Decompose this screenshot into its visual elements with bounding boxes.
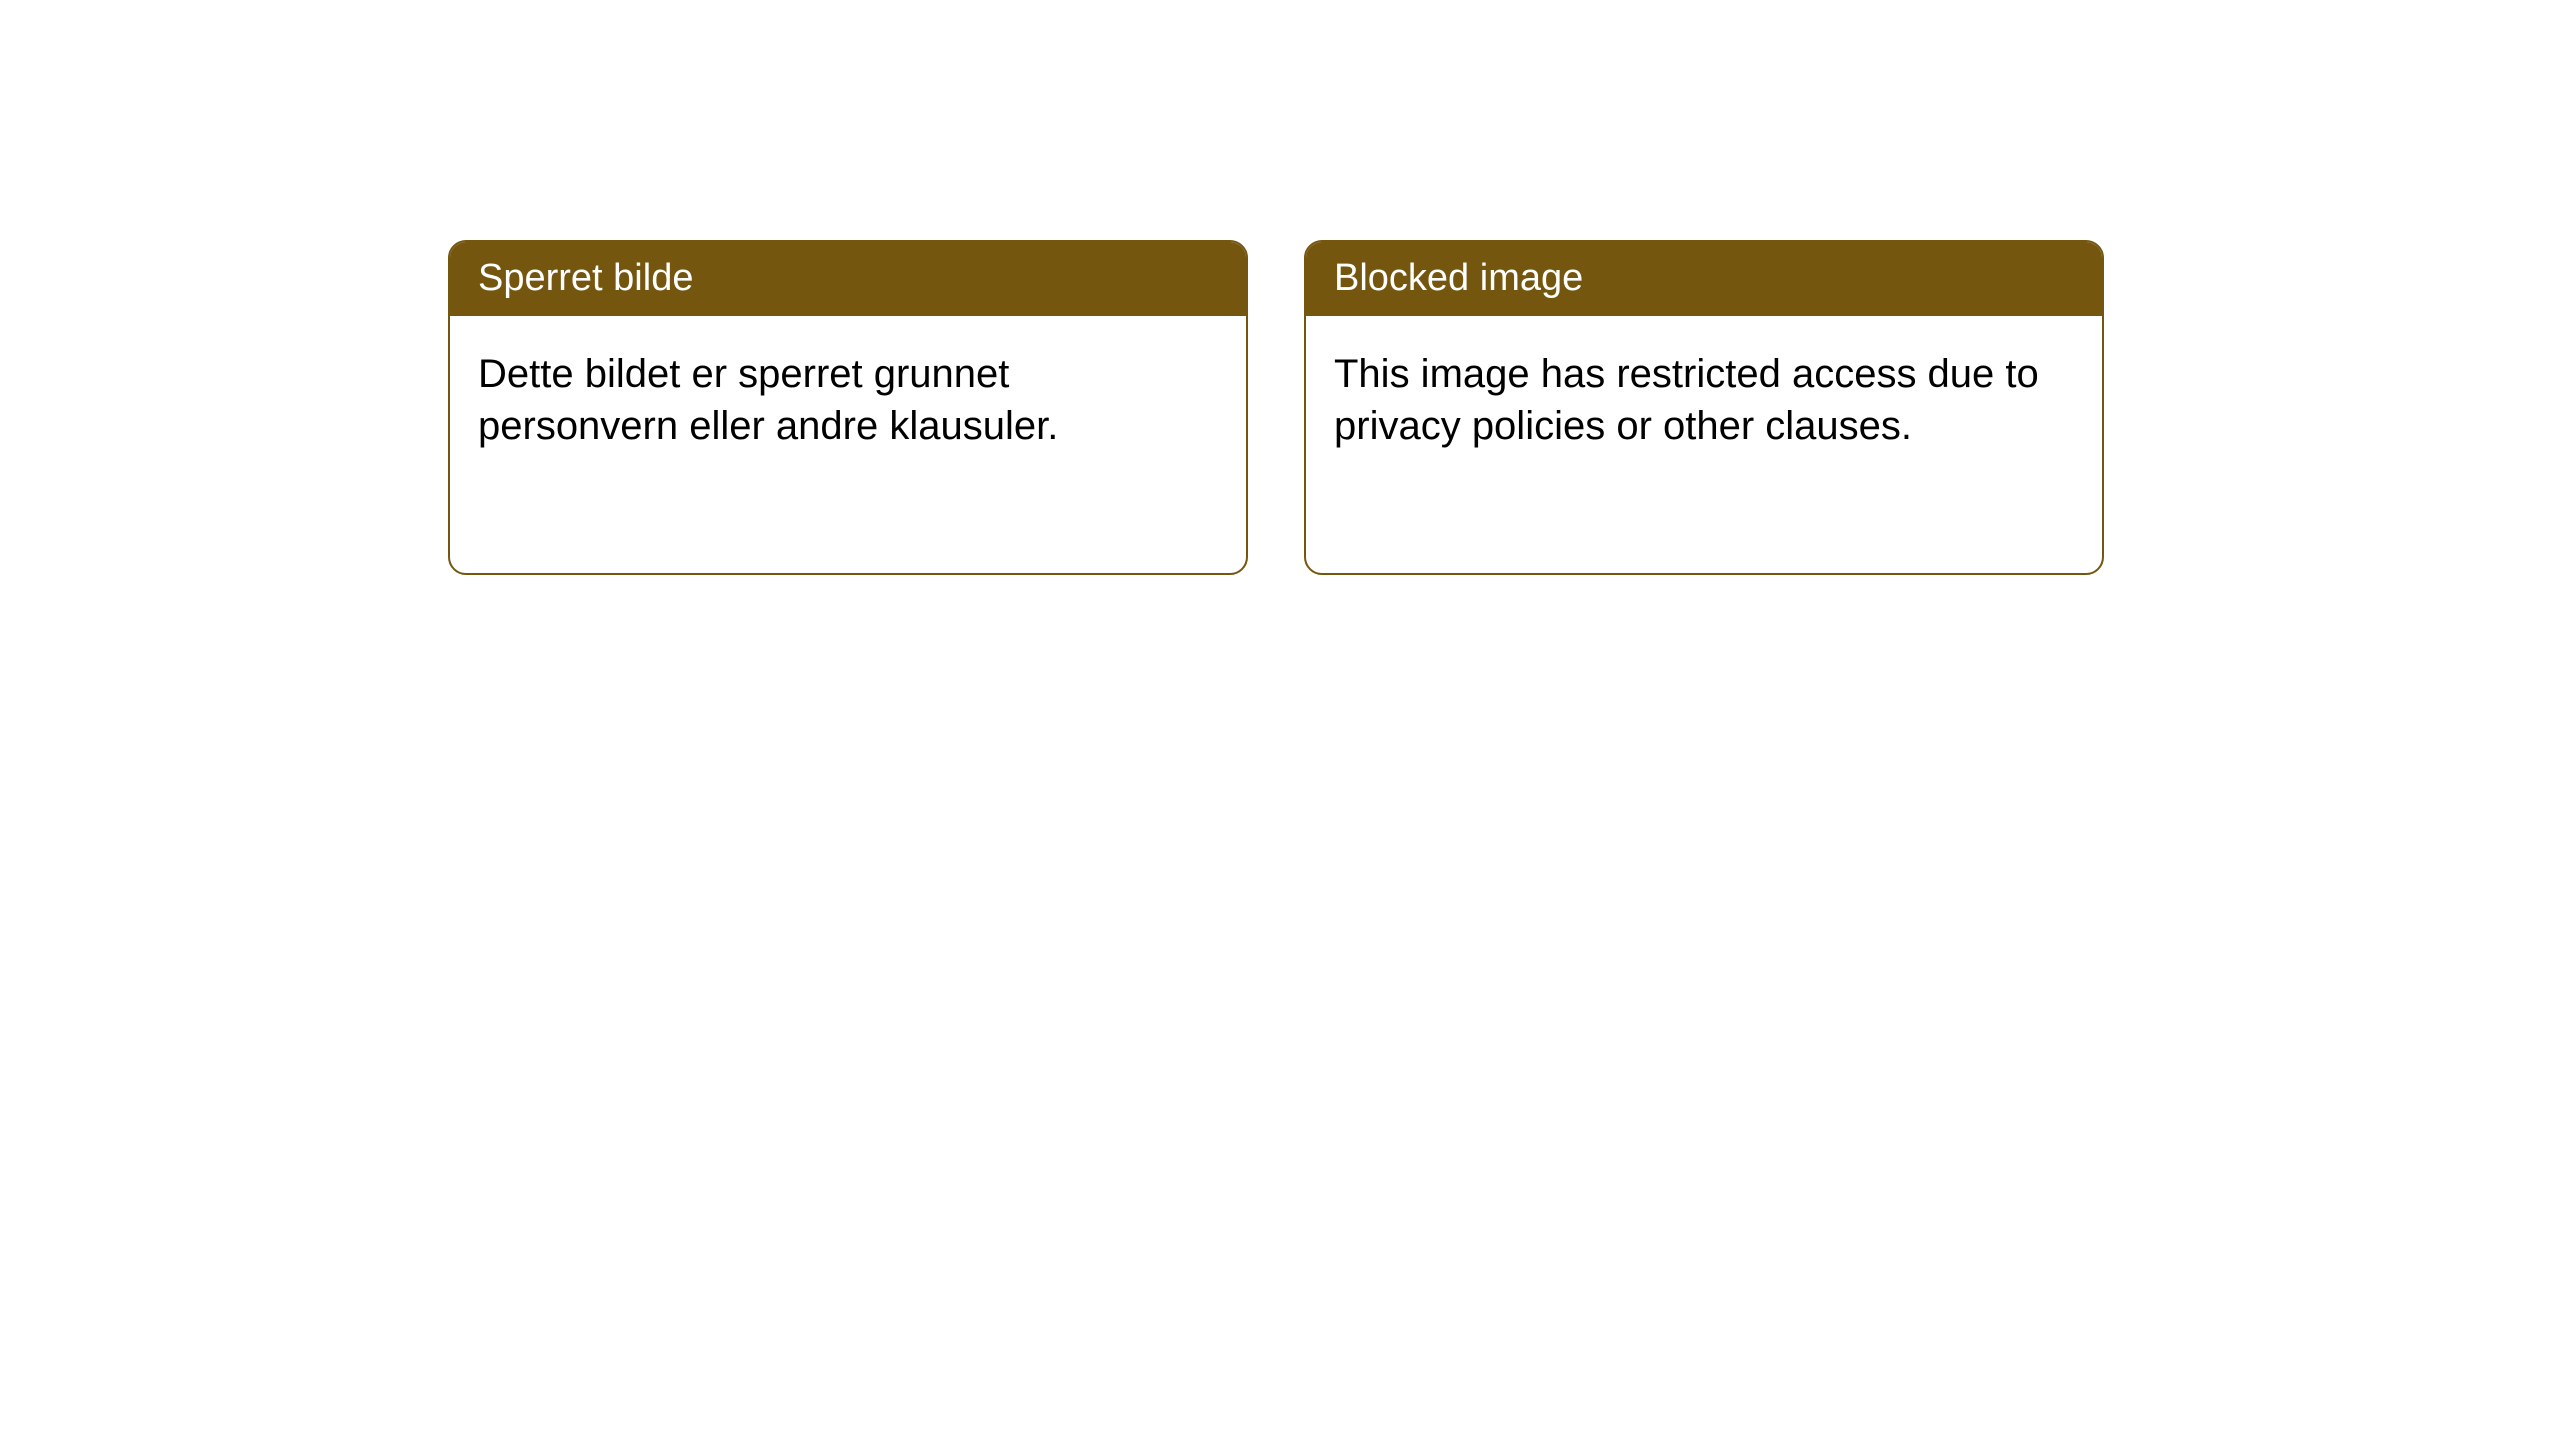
card-body: Dette bildet er sperret grunnet personve…: [450, 316, 1246, 484]
notice-card-norwegian: Sperret bilde Dette bildet er sperret gr…: [448, 240, 1248, 575]
card-header: Sperret bilde: [450, 242, 1246, 316]
notice-container: Sperret bilde Dette bildet er sperret gr…: [0, 0, 2560, 575]
card-body-text: Dette bildet er sperret grunnet personve…: [478, 352, 1058, 448]
card-header: Blocked image: [1306, 242, 2102, 316]
card-title: Sperret bilde: [478, 257, 693, 299]
card-body-text: This image has restricted access due to …: [1334, 352, 2039, 448]
card-body: This image has restricted access due to …: [1306, 316, 2102, 484]
notice-card-english: Blocked image This image has restricted …: [1304, 240, 2104, 575]
card-title: Blocked image: [1334, 257, 1583, 299]
